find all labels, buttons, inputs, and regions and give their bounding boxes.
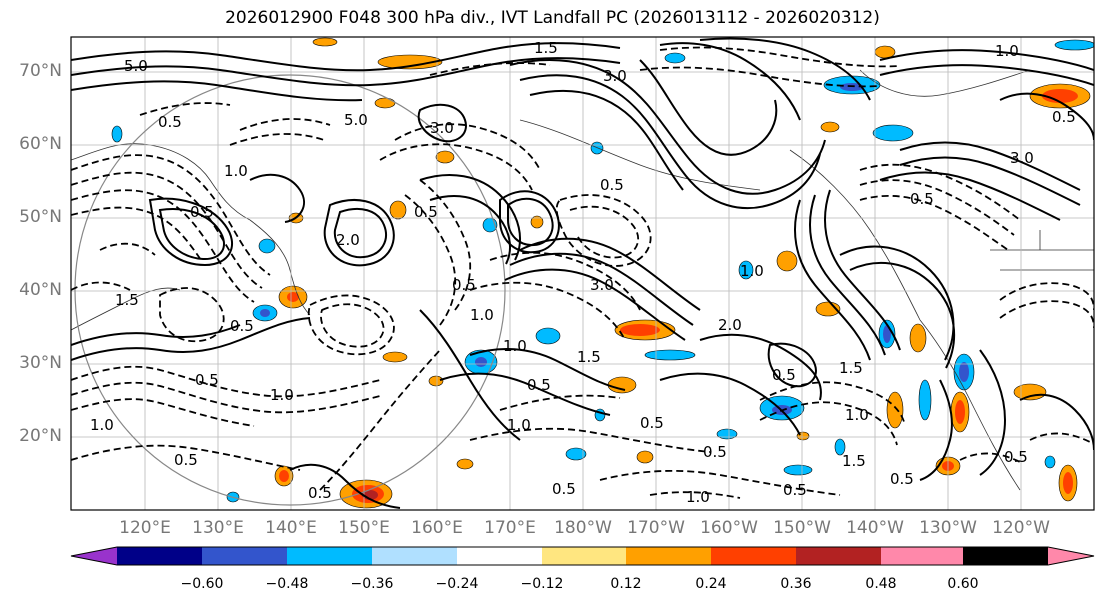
- colorbar-tick-label: −0.36: [350, 576, 394, 592]
- gridlines: [71, 37, 1094, 510]
- lat-label: 70°N: [19, 61, 62, 81]
- contour-label: 3.0: [430, 119, 454, 137]
- contour-label: 0.5: [703, 443, 727, 461]
- contour-label: 0.5: [195, 371, 219, 389]
- contour-label: 5.0: [344, 111, 368, 129]
- map-title: 2026012900 F048 300 hPa div., IVT Landfa…: [225, 8, 880, 28]
- contour-label: 0.5: [1052, 108, 1076, 126]
- range-circle: [74, 74, 506, 506]
- colorbar-tick-label: −0.60: [180, 576, 224, 592]
- divergence-shading: [111, 37, 1094, 509]
- colorbar-tick-label: −0.48: [265, 576, 309, 592]
- contour-label: 0.5: [640, 414, 664, 432]
- colorbar-min-extension: [71, 547, 117, 565]
- contour-label: 3.0: [1010, 149, 1034, 167]
- contour-label: 1.5: [577, 348, 601, 366]
- colorbar-tick-label: 0.36: [780, 576, 812, 592]
- contour-label: 1.0: [503, 337, 527, 355]
- lat-label: 40°N: [19, 280, 62, 300]
- contour-label: 1.0: [845, 406, 869, 424]
- contour-label: 5.0: [124, 57, 148, 75]
- contour-label: 0.5: [527, 376, 551, 394]
- contour-label: 1.5: [534, 39, 558, 57]
- colorbar-segment: [117, 547, 202, 565]
- colorbar-tick-label: 0.60: [947, 576, 979, 592]
- contour-label: 0.5: [174, 451, 198, 469]
- contour-label: 0.5: [452, 276, 476, 294]
- solid-contours: [71, 37, 1094, 509]
- contour-label: 0.5: [158, 113, 182, 131]
- contour-label: 2.0: [718, 316, 742, 334]
- lat-label: 60°N: [19, 134, 62, 154]
- contour-label: 0.5: [552, 480, 576, 498]
- contour-label: 0.5: [772, 366, 796, 384]
- colorbar-segment: [963, 547, 1048, 565]
- colorbar-segment: [202, 547, 287, 565]
- lon-label: 170°E: [484, 518, 536, 538]
- contour-label: 0.5: [230, 317, 254, 335]
- contour-label: 1.0: [224, 162, 248, 180]
- colorbar-max-extension: [1048, 547, 1094, 565]
- lon-label: 150°E: [338, 518, 390, 538]
- contour-label: 1.5: [842, 452, 866, 470]
- lon-label: 170°W: [627, 518, 685, 538]
- contour-label: 1.0: [507, 416, 531, 434]
- colorbar: [70, 546, 1095, 566]
- colorbar-segment: [287, 547, 372, 565]
- contour-label: 0.5: [783, 481, 807, 499]
- map-frame: [70, 36, 1095, 511]
- lon-label: 120°W: [992, 518, 1050, 538]
- contour-label: 0.5: [890, 470, 914, 488]
- contour-label: 0.5: [308, 484, 332, 502]
- contour-label: 1.0: [270, 386, 294, 404]
- contour-label: 1.0: [470, 306, 494, 324]
- colorbar-segment: [372, 547, 457, 565]
- colorbar-segment: [626, 547, 711, 565]
- colorbar-tick-label: −0.12: [520, 576, 564, 592]
- contour-labels: 1.5 5.0 0.5 5.0 3.0 3.0 1.0 0.5 2.0 1.0 …: [90, 39, 1076, 506]
- lon-label: 130°E: [192, 518, 244, 538]
- colorbar-segment: [711, 547, 796, 565]
- contour-label: 0.5: [910, 190, 934, 208]
- contour-label: 0.5: [414, 203, 438, 221]
- contour-label: 1.0: [995, 42, 1019, 60]
- contour-label: 3.0: [590, 276, 614, 294]
- contour-label: 1.5: [115, 291, 139, 309]
- contour-label: 0.5: [1004, 448, 1028, 466]
- lon-label: 140°E: [265, 518, 317, 538]
- colorbar-tick-label: 0.48: [865, 576, 897, 592]
- contour-label: 1.0: [90, 416, 114, 434]
- coastlines: [71, 69, 1094, 491]
- colorbar-segment: [457, 547, 542, 565]
- contour-label: 1.0: [740, 262, 764, 280]
- lon-label: 160°W: [700, 518, 758, 538]
- lon-label: 120°E: [119, 518, 171, 538]
- contour-label: 0.5: [190, 203, 214, 221]
- contour-label: 2.0: [336, 231, 360, 249]
- contour-label: 1.0: [686, 488, 710, 506]
- contour-label: 1.5: [839, 359, 863, 377]
- lat-label: 30°N: [19, 353, 62, 373]
- colorbar-tick-label: 0.24: [695, 576, 727, 592]
- contour-label: 3.0: [603, 67, 627, 85]
- dashed-contours: [71, 46, 1094, 499]
- lon-label: 150°W: [773, 518, 831, 538]
- colorbar-segment: [881, 547, 963, 565]
- colorbar-tick-label: 0.12: [610, 576, 642, 592]
- colorbar-segment: [542, 547, 626, 565]
- lon-label: 140°W: [846, 518, 904, 538]
- colorbar-outline: [70, 546, 1095, 566]
- map-area: 1.5 5.0 0.5 5.0 3.0 3.0 1.0 0.5 2.0 1.0 …: [71, 37, 1094, 510]
- lon-label: 160°E: [411, 518, 463, 538]
- lat-label: 50°N: [19, 207, 62, 227]
- lat-label: 20°N: [19, 426, 62, 446]
- lon-label: 130°W: [919, 518, 977, 538]
- colorbar-tick-label: −0.24: [435, 576, 479, 592]
- colorbar-segment: [796, 547, 881, 565]
- lon-label: 180°W: [554, 518, 612, 538]
- contour-label: 0.5: [600, 176, 624, 194]
